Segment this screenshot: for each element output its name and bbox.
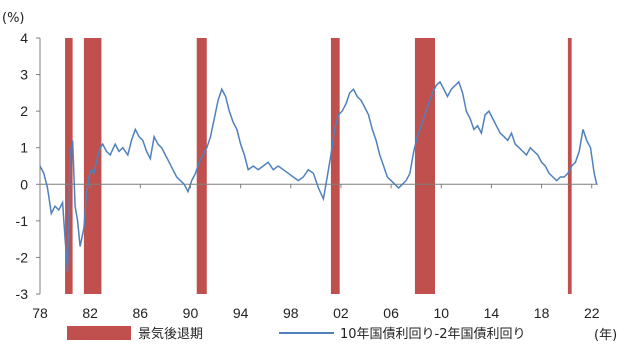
- x-tick-label: 90: [183, 305, 199, 321]
- y-unit-label: (%): [2, 11, 25, 26]
- x-ticks: 78 82 86 90 94 98 02 06 10 14 18 22: [32, 184, 600, 321]
- recession-bar-4: [414, 38, 435, 294]
- x-unit-label: (年): [594, 328, 617, 343]
- legend-recession-label: 景気後退期: [138, 326, 203, 342]
- y-tick-label: -2: [16, 249, 29, 265]
- y-tick-label: 0: [20, 176, 28, 192]
- x-tick-label: 78: [32, 305, 48, 321]
- recession-bar-2: [196, 38, 207, 294]
- y-tick-label: -3: [16, 286, 29, 302]
- legend-recession-swatch: [67, 326, 131, 340]
- x-tick-label: 94: [233, 305, 249, 321]
- recession-bar-0: [65, 38, 73, 294]
- x-tick-label: 10: [433, 305, 449, 321]
- y-tick-label: 4: [20, 30, 28, 46]
- legend: 景気後退期 10年国債利回り-2年国債利回り: [67, 326, 526, 342]
- x-tick-label: 98: [283, 305, 299, 321]
- spread-line: [39, 80, 598, 273]
- y-tick-label: -1: [16, 213, 29, 229]
- x-tick-label: 82: [82, 305, 98, 321]
- x-tick-label: 86: [133, 305, 149, 321]
- y-tick-label: 2: [20, 103, 28, 119]
- x-tick-label: 18: [534, 305, 550, 321]
- x-tick-label: 02: [333, 305, 349, 321]
- recession-bar-1: [83, 38, 102, 294]
- legend-series-label: 10年国債利回り-2年国債利回り: [340, 327, 526, 342]
- x-tick-label: 14: [484, 305, 500, 321]
- x-tick-label: 06: [383, 305, 399, 321]
- recession-bar-5: [567, 38, 572, 294]
- y-ticks: 4 3 2 1 0 -1 -2 -3: [16, 30, 40, 302]
- x-tick-label: 22: [584, 305, 600, 321]
- y-tick-label: 1: [20, 140, 28, 156]
- recession-bars: [65, 38, 572, 294]
- y-tick-label: 3: [20, 67, 28, 83]
- recession-bar-3: [330, 38, 340, 294]
